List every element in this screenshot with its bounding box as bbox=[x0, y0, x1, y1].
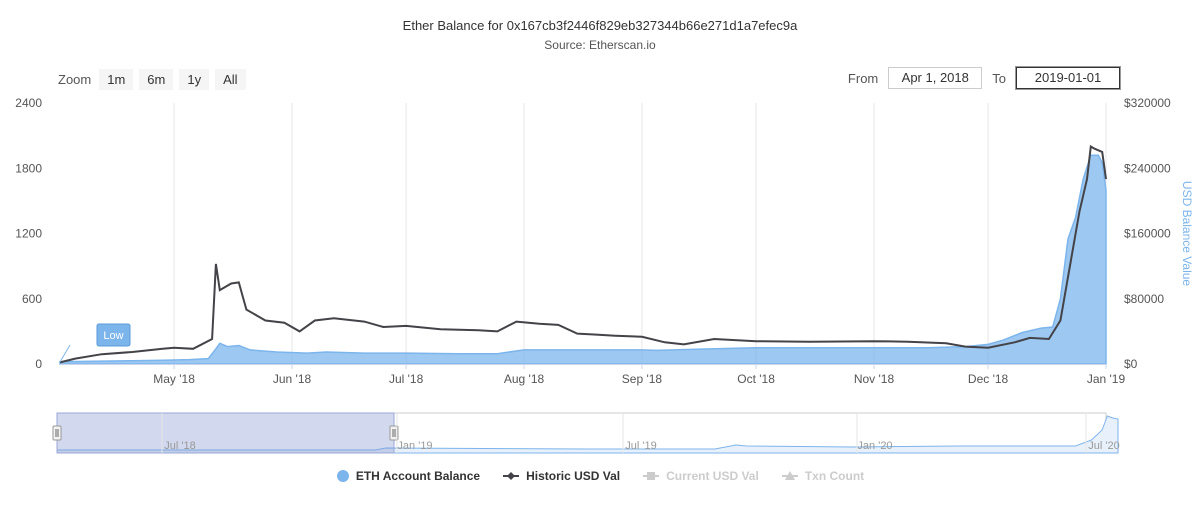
navigator-series bbox=[56, 415, 1119, 454]
y-right-tick-label: $320000 bbox=[1124, 96, 1171, 110]
x-tick-label: May '18 bbox=[153, 372, 195, 386]
navigator-label: Jan '20 bbox=[857, 440, 892, 452]
from-date-input[interactable]: Apr 1, 2018 bbox=[888, 67, 983, 89]
legend-item-historic-usd[interactable]: Historic USD Val bbox=[502, 469, 620, 483]
grid-lines bbox=[173, 103, 1107, 364]
axes: May '18 Jun '18 Jul '18 Aug '18 Sep '18 Oct '… bbox=[15, 96, 1194, 386]
zoom-1y-button[interactable]: 1y bbox=[179, 68, 210, 90]
eth-balance-area bbox=[59, 154, 1107, 365]
navigator-label: Jul '19 bbox=[625, 440, 656, 452]
y-left-tick-label: 1200 bbox=[15, 227, 42, 241]
y-left-tick-label: 2400 bbox=[15, 96, 42, 110]
line-diamond-icon bbox=[503, 472, 520, 480]
y-left-tick-label: 0 bbox=[35, 357, 42, 371]
circle-icon bbox=[336, 470, 349, 482]
y-right-tick-label: $0 bbox=[1124, 357, 1138, 371]
x-tick-label: Oct '18 bbox=[737, 372, 775, 386]
x-tick-label: Sep '18 bbox=[622, 372, 663, 386]
y-left-tick-label: 1800 bbox=[15, 161, 42, 175]
chart-title: Ether Balance for 0x167cb3f2446f829eb327… bbox=[402, 18, 798, 33]
usd-value-line-path bbox=[59, 144, 1107, 364]
navigator-handle-left[interactable] bbox=[52, 425, 62, 441]
zoom-1m-button[interactable]: 1m bbox=[99, 68, 134, 90]
navigator-label: Jan '19 bbox=[397, 440, 432, 452]
x-tick-label: Nov '18 bbox=[854, 372, 895, 386]
legend-label: ETH Account Balance bbox=[355, 469, 481, 483]
flag-box bbox=[96, 323, 131, 347]
zoom-bar: Zoom 1m 6m 1y All bbox=[58, 68, 246, 90]
chart-subtitle: Source: Etherscan.io bbox=[544, 38, 656, 52]
triangle-icon bbox=[781, 471, 798, 480]
y-left-tick-label: 600 bbox=[22, 292, 42, 306]
y-right-tick-label: $160000 bbox=[1124, 227, 1171, 241]
zoom-6m-button[interactable]: 6m bbox=[139, 68, 174, 90]
legend: ETH Account Balance Historic USD Val Cur… bbox=[0, 469, 1200, 483]
legend-label: Current USD Val bbox=[666, 469, 759, 483]
navigator-label: Jul '18 bbox=[164, 440, 195, 452]
low-flag: Low bbox=[59, 323, 131, 363]
navigator-selection bbox=[56, 412, 395, 454]
square-icon bbox=[643, 472, 660, 480]
to-date-input[interactable]: 2019-01-01 bbox=[1015, 66, 1121, 90]
date-range-selector: From Apr 1, 2018 To 2019-01-01 bbox=[847, 66, 1121, 90]
x-tick-label: Jul '18 bbox=[389, 372, 424, 386]
flag-stem bbox=[59, 344, 71, 363]
legend-item-eth-balance[interactable]: ETH Account Balance bbox=[336, 469, 480, 483]
navigator-handle-right[interactable] bbox=[389, 425, 399, 441]
legend-item-current-usd[interactable]: Current USD Val bbox=[642, 469, 759, 483]
y-right-tick-label: $240000 bbox=[1124, 161, 1171, 175]
legend-item-txn-count[interactable]: Txn Count bbox=[781, 469, 864, 483]
x-tick-label: Jan '19 bbox=[1087, 372, 1126, 386]
zoom-all-button[interactable]: All bbox=[215, 68, 246, 90]
to-label: To bbox=[992, 70, 1006, 86]
navigator: Jul '18 Jan '19 Jul '19 Jan '20 Jul '20 bbox=[52, 412, 1120, 454]
usd-value-line bbox=[59, 144, 1107, 364]
flag-label: Low bbox=[103, 330, 123, 342]
legend-label: Txn Count bbox=[804, 469, 865, 483]
from-label: From bbox=[847, 70, 879, 86]
zoom-label: Zoom bbox=[58, 71, 92, 87]
y-right-axis-title: USD Balance Value bbox=[1180, 181, 1194, 286]
x-tick-label: Aug '18 bbox=[504, 372, 545, 386]
legend-label: Historic USD Val bbox=[526, 469, 621, 483]
navigator-label: Jul '20 bbox=[1088, 440, 1119, 452]
eth-balance-area-path bbox=[59, 154, 1107, 365]
y-right-tick-label: $80000 bbox=[1124, 292, 1164, 306]
x-tick-label: Dec '18 bbox=[968, 372, 1009, 386]
x-tick-label: Jun '18 bbox=[273, 372, 312, 386]
